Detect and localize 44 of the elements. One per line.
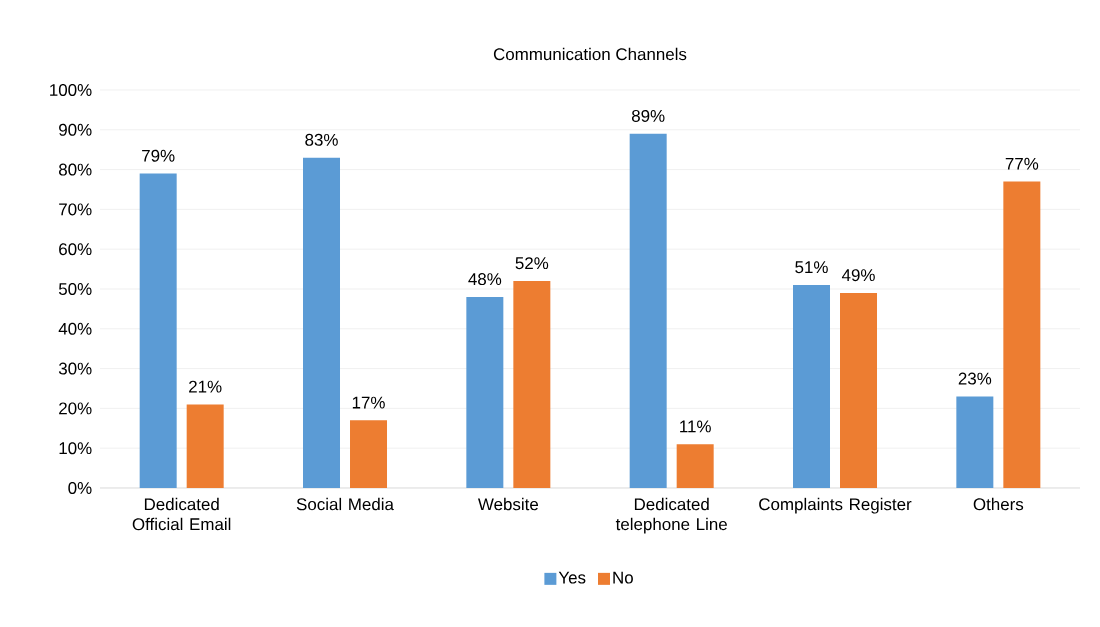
x-tick-label: Others: [973, 497, 1024, 511]
data-label: 48%: [468, 273, 502, 286]
legend-label: No: [613, 571, 633, 584]
x-tick-label: Social Media: [296, 497, 394, 511]
x-tick-label: Website: [477, 497, 539, 511]
bar: [1003, 181, 1041, 488]
data-label: 79%: [142, 149, 175, 162]
data-label: 89%: [631, 109, 665, 122]
bar: [793, 285, 831, 488]
chart-title: Communication Channels: [493, 47, 687, 61]
bar: [629, 133, 667, 488]
bar: [139, 173, 177, 488]
y-tick-label: 100%: [50, 83, 92, 96]
bar: [513, 281, 551, 488]
y-tick-label: 80%: [59, 163, 92, 176]
y-tick-label: 90%: [59, 123, 92, 136]
bar: [186, 404, 224, 488]
y-tick-label: 50%: [58, 282, 92, 295]
data-label: 11%: [680, 420, 711, 433]
bar: [303, 157, 341, 488]
x-tick-label: Dedicated telephone Line: [615, 497, 727, 534]
data-label: 51%: [795, 261, 828, 274]
data-label: 52%: [515, 257, 549, 270]
y-tick-label: 20%: [59, 402, 92, 415]
y-tick-label: 0%: [68, 481, 92, 494]
y-tick-label: 70%: [59, 203, 92, 216]
bar: [676, 444, 714, 488]
y-tick-label: 10%: [59, 442, 92, 455]
x-tick-label: Dedicated Official Email: [132, 497, 231, 531]
bar: [840, 292, 878, 488]
bar: [956, 396, 994, 488]
data-label: 21%: [189, 380, 222, 393]
data-label: 77%: [1005, 157, 1039, 170]
data-label: 83%: [305, 133, 338, 146]
legend-label: Yes: [558, 571, 586, 584]
bar: [466, 296, 504, 488]
y-tick-label: 60%: [59, 243, 92, 256]
x-tick-label: Complaints Register: [759, 497, 912, 514]
data-label: 17%: [352, 396, 385, 409]
y-tick-label: 30%: [58, 362, 92, 375]
data-label: 49%: [841, 269, 875, 282]
data-label: 23%: [958, 372, 992, 385]
bar: [350, 420, 388, 488]
y-tick-label: 40%: [58, 322, 92, 335]
